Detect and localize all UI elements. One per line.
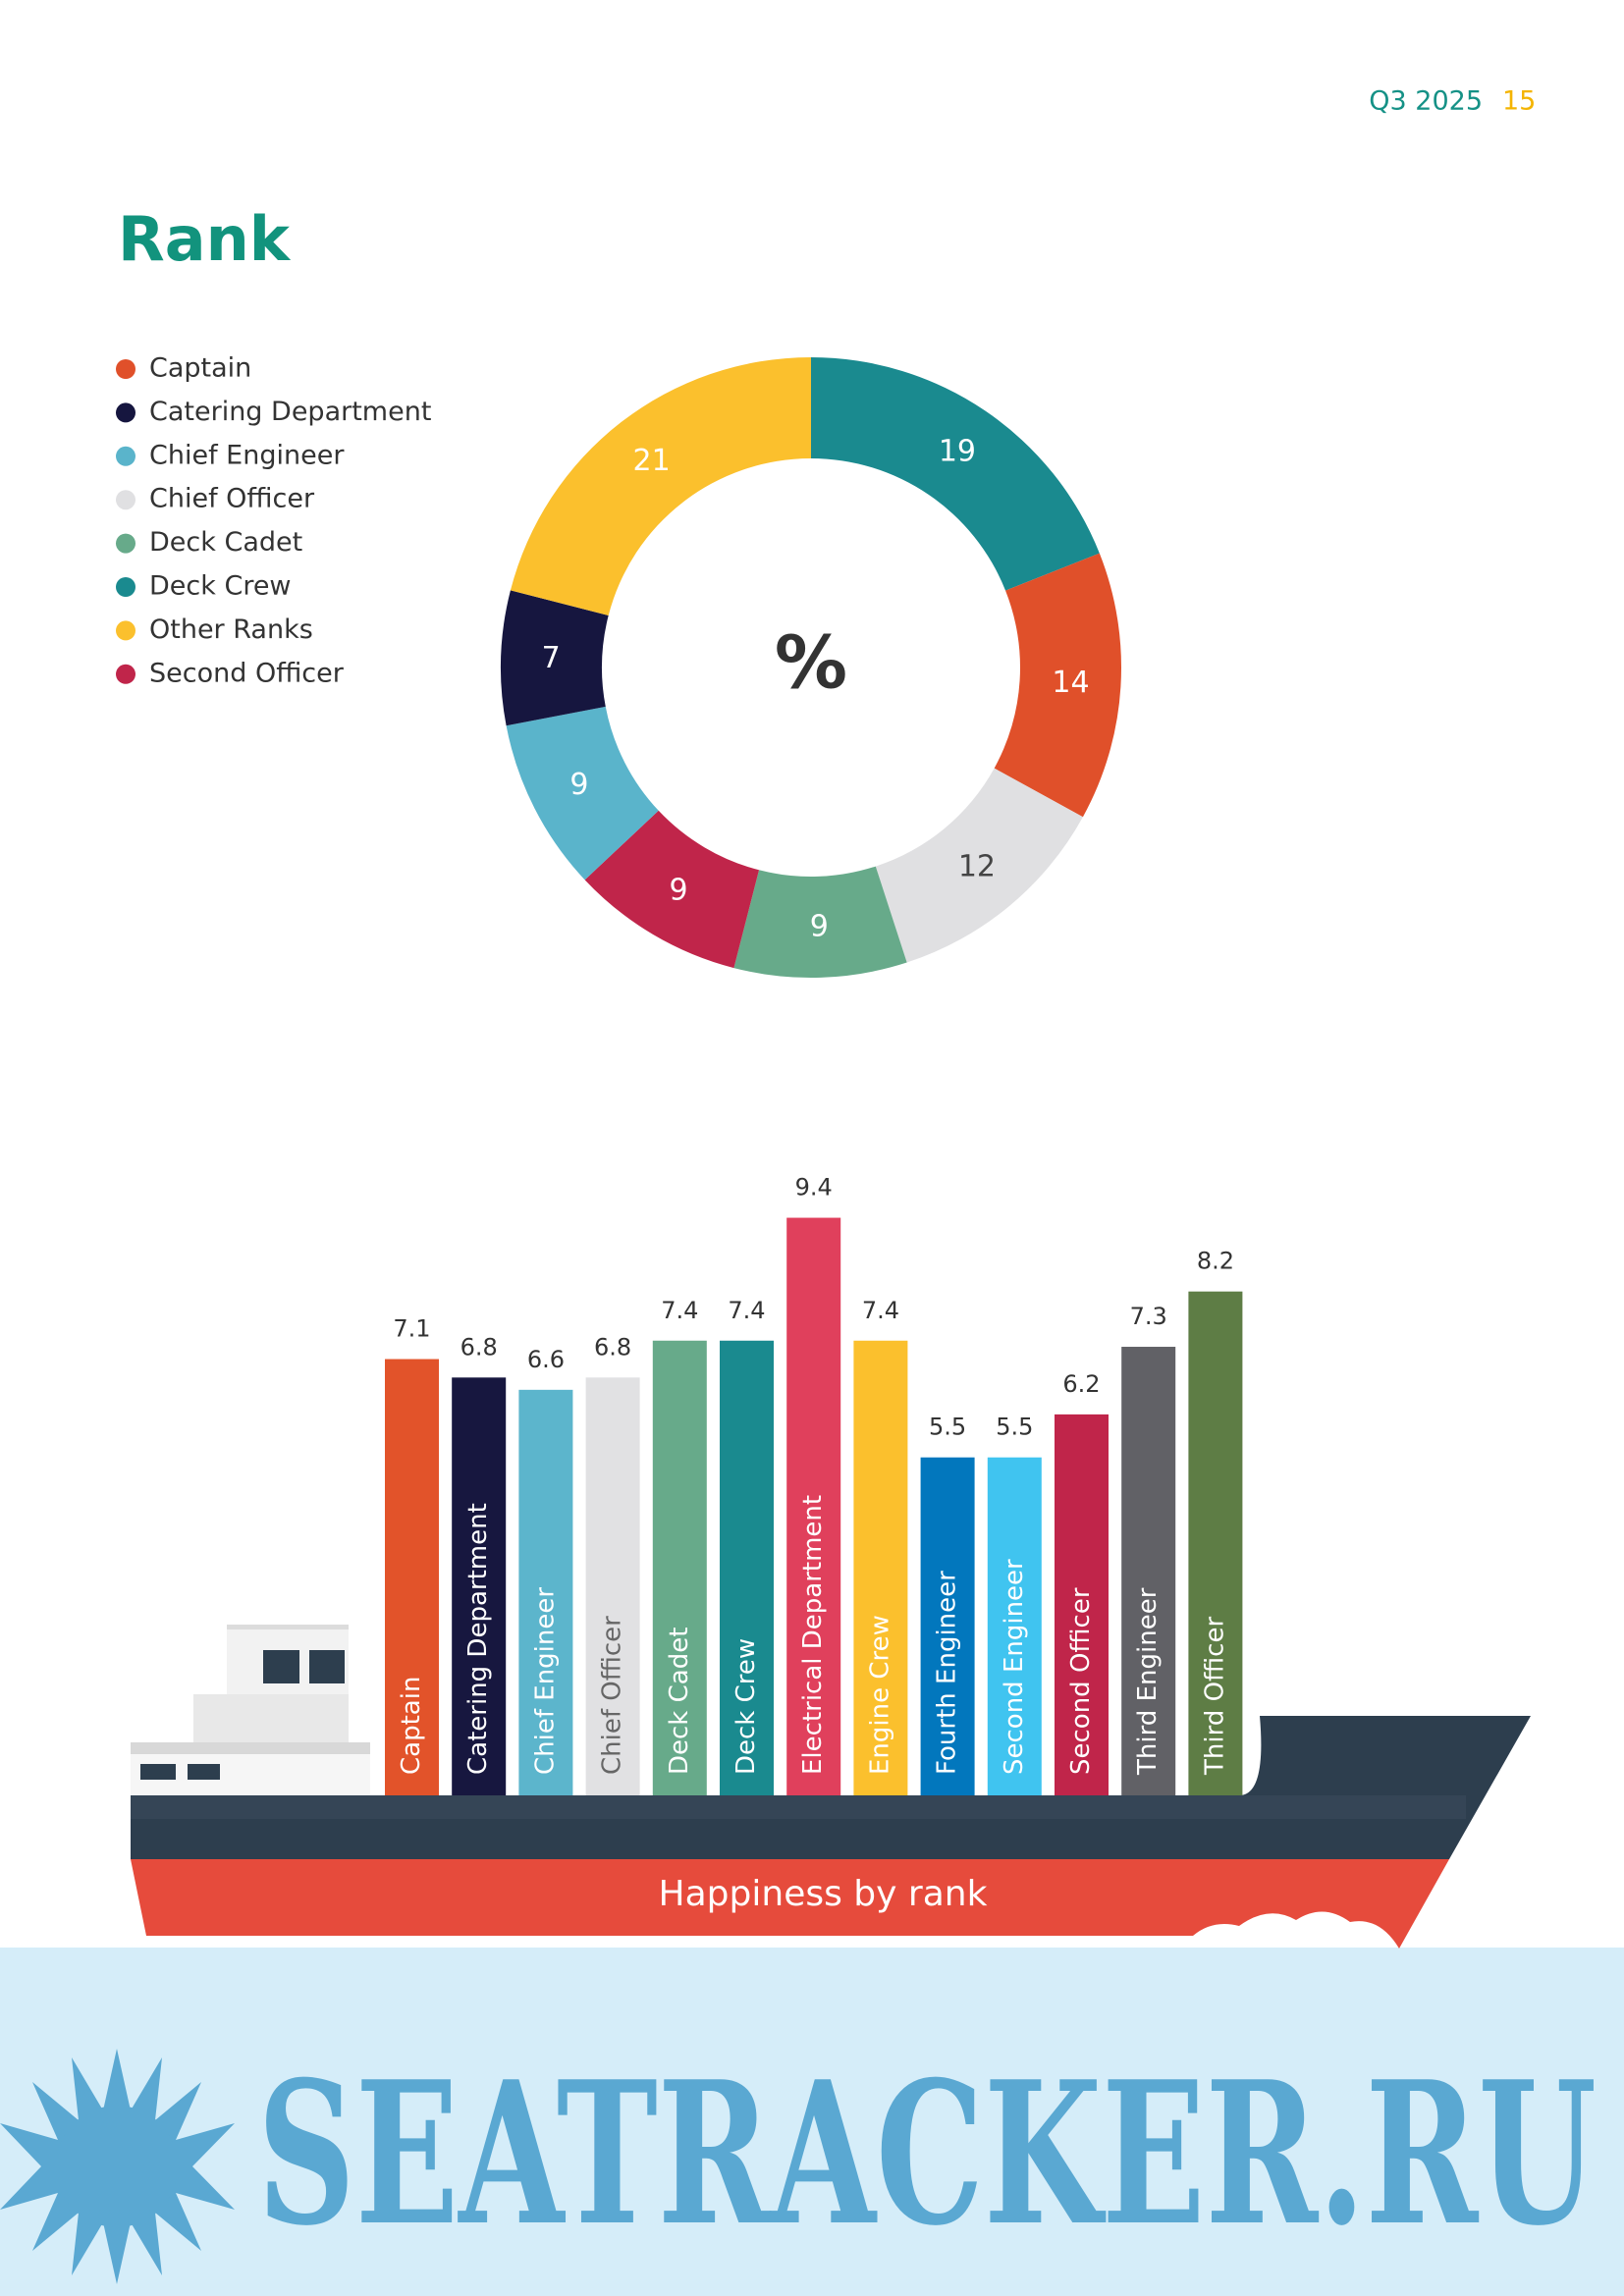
legend-dot <box>116 446 135 466</box>
bar <box>853 1340 908 1795</box>
slice-label: 7 <box>542 641 561 675</box>
legend-dot <box>116 577 135 597</box>
category-label: Chief Engineer <box>530 1587 560 1775</box>
slice-label: 21 <box>632 444 670 478</box>
slice-label: 19 <box>939 434 976 468</box>
slice-label: 9 <box>569 768 588 802</box>
legend-label: Deck Crew <box>149 571 292 602</box>
slice-label: 12 <box>958 850 996 884</box>
legend-label: Second Officer <box>149 658 345 688</box>
category-label: Third Engineer <box>1133 1587 1163 1776</box>
header-period: Q3 2025 <box>1369 86 1483 117</box>
value-label: 7.4 <box>661 1297 698 1324</box>
legend-dot <box>116 490 135 510</box>
legend-dot <box>116 402 135 423</box>
legend-label: Catering Department <box>149 397 431 427</box>
donut-slice <box>506 706 659 881</box>
legend-label: Deck Cadet <box>149 527 302 558</box>
bar <box>585 1377 640 1795</box>
category-label: Electrical Department <box>798 1495 828 1775</box>
value-label: 7.1 <box>393 1315 430 1343</box>
slice-label: 9 <box>810 909 829 943</box>
bar <box>720 1340 774 1795</box>
bar <box>987 1457 1042 1795</box>
legend-dot <box>116 533 135 554</box>
legend-label: Chief Officer <box>149 484 315 514</box>
legend-dot <box>116 620 135 641</box>
value-label: 5.5 <box>996 1414 1033 1441</box>
donut-center-label: % <box>775 621 847 706</box>
category-label: Deck Crew <box>731 1638 761 1775</box>
slice-label: 14 <box>1052 666 1089 700</box>
legend-dot <box>116 359 135 379</box>
legend-dot <box>116 664 135 684</box>
value-label: 5.5 <box>929 1414 966 1441</box>
category-label: Captain <box>397 1677 426 1775</box>
bar <box>452 1377 507 1795</box>
category-label: Second Engineer <box>1000 1559 1029 1775</box>
bar <box>385 1359 439 1795</box>
bar <box>1121 1347 1176 1795</box>
sun-icon <box>0 2049 235 2284</box>
bar <box>786 1217 841 1795</box>
donut-slice <box>501 590 609 726</box>
category-label: Deck Cadet <box>665 1628 694 1775</box>
value-label: 6.8 <box>460 1333 498 1361</box>
value-label: 8.2 <box>1197 1248 1234 1275</box>
donut-slice <box>811 357 1100 591</box>
value-label: 6.6 <box>527 1346 565 1373</box>
section-title: Rank <box>118 203 292 275</box>
watermark: SEATRACKER.RU <box>257 2039 1597 2269</box>
category-label: Catering Department <box>463 1503 493 1775</box>
value-label: 6.8 <box>594 1333 631 1361</box>
donut-slice <box>994 553 1122 818</box>
value-label: 7.4 <box>728 1297 765 1324</box>
legend-label: Other Ranks <box>149 614 313 645</box>
ship <box>131 1625 1531 1949</box>
donut-slice <box>733 866 907 978</box>
legend-label: Captain <box>149 353 251 384</box>
category-label: Fourth Engineer <box>933 1571 962 1775</box>
category-label: Third Officer <box>1200 1617 1229 1776</box>
value-label: 7.3 <box>1130 1303 1167 1330</box>
category-label: Engine Crew <box>865 1615 894 1775</box>
page-number: 15 <box>1502 86 1536 117</box>
bar <box>1055 1414 1109 1795</box>
bar <box>920 1457 975 1795</box>
category-label: Chief Officer <box>598 1616 627 1775</box>
donut-slice <box>510 357 811 616</box>
donut-slice <box>875 768 1083 963</box>
bar <box>518 1389 573 1795</box>
value-label: 7.4 <box>862 1297 899 1324</box>
water <box>0 1948 1624 2296</box>
donut-slice <box>584 810 760 969</box>
legend-label: Chief Engineer <box>149 440 345 470</box>
bar <box>1188 1291 1243 1795</box>
value-label: 9.4 <box>795 1174 833 1201</box>
bar <box>652 1340 707 1795</box>
slice-label: 9 <box>670 874 688 908</box>
value-label: 6.2 <box>1062 1370 1100 1398</box>
category-label: Second Officer <box>1066 1587 1096 1775</box>
chart-title: Happiness by rank <box>659 1874 988 1914</box>
